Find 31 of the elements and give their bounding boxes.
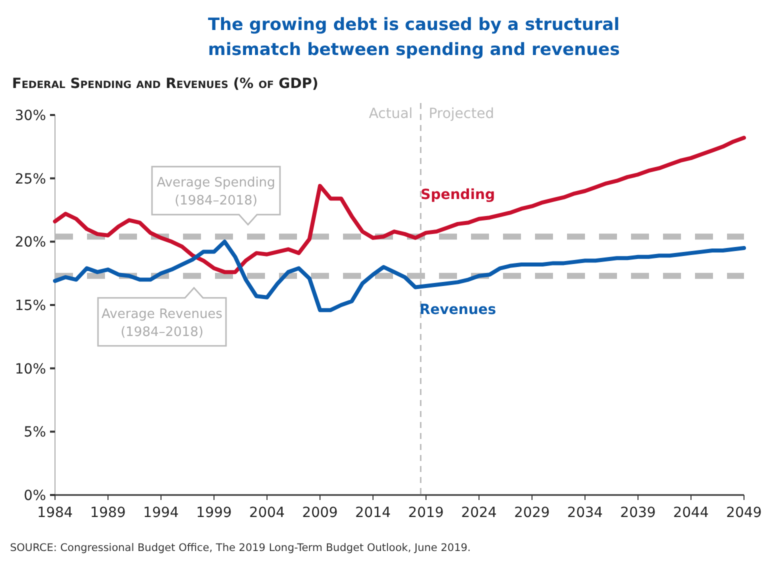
y-tick-label: 30% [14, 108, 46, 124]
series-label: Revenues [419, 302, 496, 318]
x-tick-label: 1999 [196, 505, 232, 521]
series-label: Spending [420, 186, 495, 203]
x-tick-label: 2004 [249, 505, 285, 521]
y-tick-label: 5% [24, 424, 46, 441]
ref-line-label: Average Revenues (1984–2018) [102, 306, 223, 340]
chart-title: The growing debt is caused by a structural mismatch between spending and revenues [208, 15, 620, 60]
x-tick-label: 2019 [408, 505, 444, 521]
y-tick-label: 10% [14, 361, 46, 378]
x-tick-label: 2039 [620, 505, 656, 521]
x-tick-label: 2014 [355, 505, 391, 521]
y-tick-label: 20% [14, 234, 46, 251]
x-tick-label: 2034 [567, 505, 603, 521]
annotation: Projected [428, 106, 494, 122]
x-tick-label: 2044 [673, 505, 709, 521]
chart-subtitle: Federal Spending and Revenues (% of GDP) [12, 76, 318, 92]
x-tick-label: 2029 [514, 505, 550, 521]
annotation: Actual [368, 106, 413, 122]
x-tick-label: 1984 [37, 505, 73, 521]
y-tick-label: 25% [14, 171, 46, 188]
x-tick-label: 1989 [90, 505, 126, 521]
y-tick-label: 0% [24, 488, 46, 504]
source-note: SOURCE: Congressional Budget Office, The 2019 Long-Term Budget Outlook, June 2019. [10, 542, 471, 554]
x-tick-label: 1994 [143, 505, 179, 521]
ref-line-label: Average Spending (1984–2018) [156, 176, 276, 209]
x-tick-label: 2009 [302, 505, 338, 521]
y-tick-label: 15% [14, 298, 46, 314]
x-tick-label: 2024 [461, 505, 497, 521]
x-tick-label: 2049 [726, 505, 762, 521]
line-series [53, 136, 746, 274]
